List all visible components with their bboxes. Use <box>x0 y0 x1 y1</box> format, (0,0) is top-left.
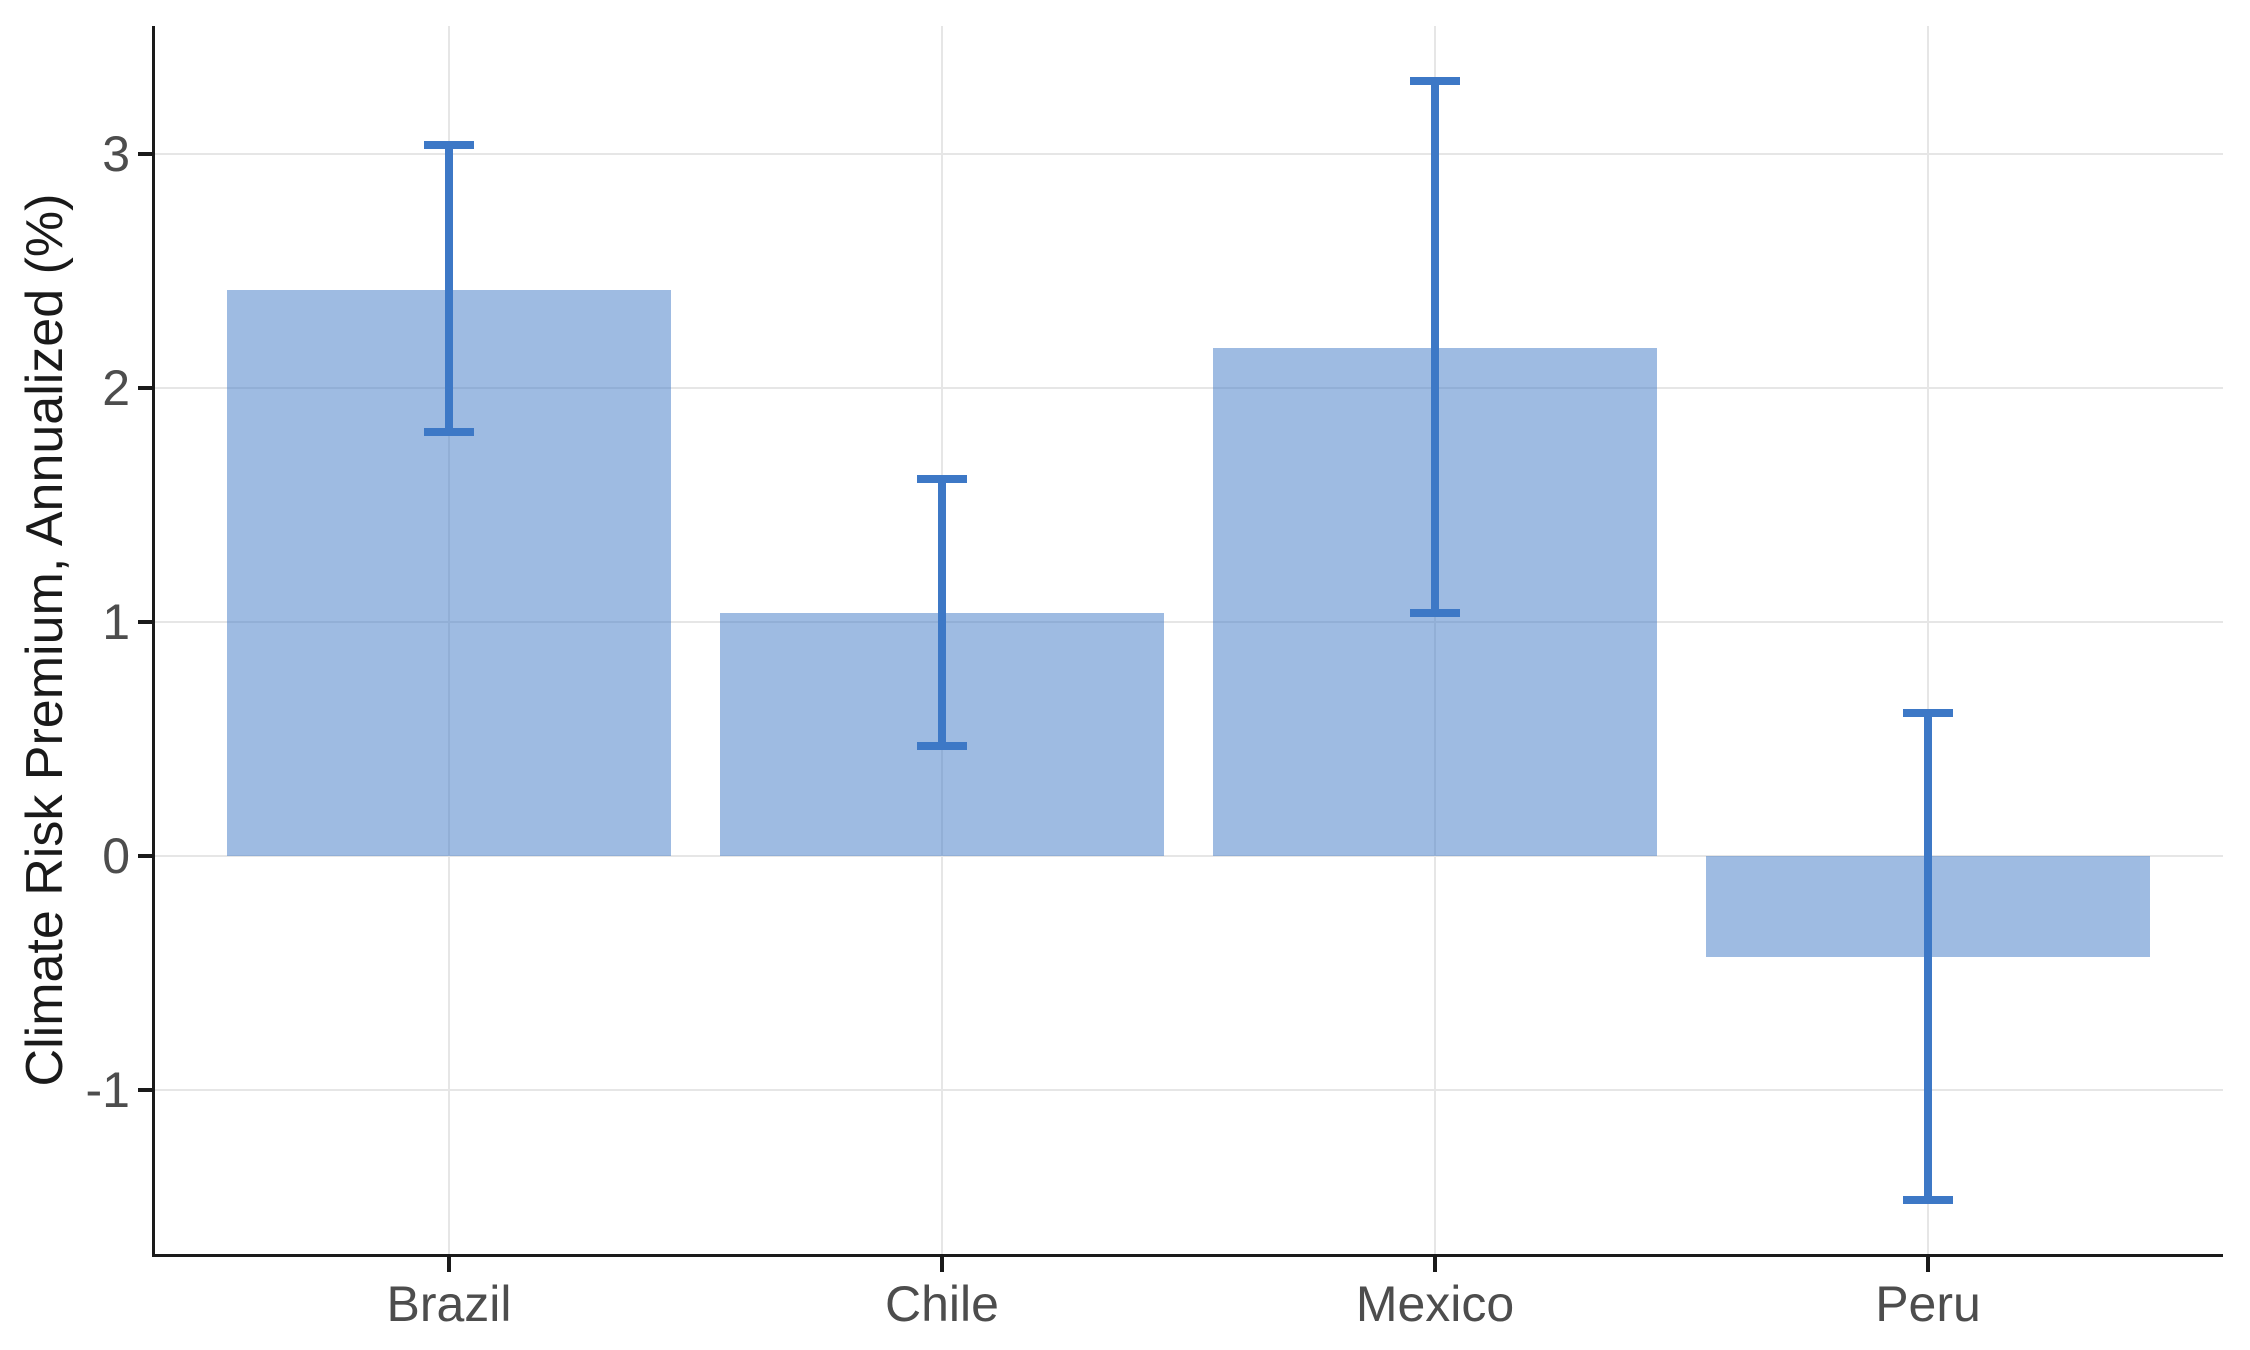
y-tick-mark-0 <box>138 854 154 858</box>
x-tick-mark-peru <box>1926 1257 1930 1272</box>
errorbar-line-chile <box>938 479 946 746</box>
errorbar-bottom-cap-chile <box>917 742 967 751</box>
y-axis-line <box>152 26 155 1257</box>
errorbar-bottom-cap-peru <box>1903 1195 1953 1204</box>
y-tick-mark-2 <box>138 386 154 390</box>
x-tick-label-chile: Chile <box>885 1276 999 1332</box>
x-tick-mark-mexico <box>1433 1257 1437 1272</box>
x-tick-mark-brazil <box>447 1257 451 1272</box>
errorbar-top-cap-peru <box>1903 709 1953 718</box>
x-tick-label-peru: Peru <box>1875 1276 1981 1332</box>
gridline-x-peru <box>1927 26 1929 1255</box>
y-tick-mark-1 <box>138 620 154 624</box>
gridline-y--1 <box>153 1089 2223 1091</box>
y-tick-label-1: 1 <box>102 594 130 650</box>
errorbar-top-cap-mexico <box>1410 77 1460 86</box>
errorbar-top-cap-brazil <box>424 140 474 149</box>
gridline-y-3 <box>153 153 2223 155</box>
errorbar-line-peru <box>1924 713 1932 1200</box>
y-tick-label-0: 0 <box>102 828 130 884</box>
y-tick-mark-3 <box>138 152 154 156</box>
x-tick-mark-chile <box>940 1257 944 1272</box>
plot-panel <box>153 26 2223 1255</box>
x-tick-label-brazil: Brazil <box>386 1276 512 1332</box>
gridline-y-0 <box>153 855 2223 857</box>
gridline-y-1 <box>153 621 2223 623</box>
y-tick-label-2: 2 <box>102 360 130 416</box>
errorbar-line-mexico <box>1431 81 1439 613</box>
errorbar-line-brazil <box>445 144 453 433</box>
errorbar-top-cap-chile <box>917 475 967 484</box>
y-tick-label--1: -1 <box>85 1062 130 1118</box>
y-tick-label-3: 3 <box>102 126 130 182</box>
gridline-y-2 <box>153 387 2223 389</box>
errorbar-bottom-cap-mexico <box>1410 608 1460 617</box>
errorbar-bottom-cap-brazil <box>424 428 474 437</box>
x-tick-label-mexico: Mexico <box>1355 1276 1515 1332</box>
x-axis-line <box>152 1254 2223 1257</box>
y-tick-mark--1 <box>138 1088 154 1092</box>
